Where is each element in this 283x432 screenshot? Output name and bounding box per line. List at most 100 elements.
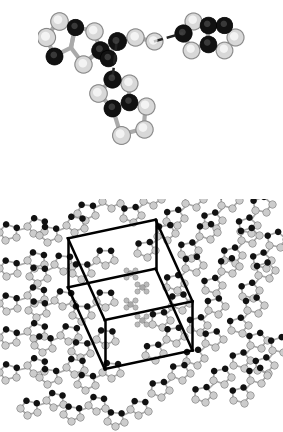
Point bbox=[31, 264, 36, 271]
Point bbox=[136, 412, 141, 419]
Point bbox=[94, 256, 98, 263]
Point bbox=[144, 320, 148, 327]
Point bbox=[136, 240, 141, 247]
Point bbox=[165, 209, 170, 216]
Point bbox=[56, 252, 61, 259]
Point bbox=[229, 373, 233, 380]
Point bbox=[174, 339, 178, 346]
Point bbox=[202, 277, 207, 284]
Point bbox=[60, 303, 65, 310]
Point bbox=[43, 223, 47, 230]
Point bbox=[118, 370, 123, 377]
Point bbox=[255, 221, 259, 228]
Point bbox=[149, 389, 153, 396]
Point bbox=[0, 368, 1, 375]
Point bbox=[205, 321, 210, 328]
Point bbox=[4, 326, 8, 333]
Point bbox=[69, 356, 74, 362]
Point bbox=[219, 202, 224, 209]
Point bbox=[79, 318, 83, 324]
Point bbox=[39, 348, 44, 355]
Point bbox=[97, 289, 102, 296]
Point bbox=[233, 34, 237, 41]
Point bbox=[104, 360, 109, 367]
Point bbox=[265, 232, 270, 239]
Point bbox=[42, 265, 47, 272]
Point bbox=[31, 335, 35, 342]
Point bbox=[25, 412, 29, 419]
Point bbox=[52, 261, 56, 268]
Point bbox=[79, 201, 84, 208]
Point bbox=[251, 295, 256, 302]
Point bbox=[159, 394, 163, 400]
Point bbox=[82, 367, 86, 374]
Point bbox=[42, 323, 47, 330]
Point bbox=[74, 261, 78, 268]
Point bbox=[76, 334, 80, 341]
Point bbox=[69, 347, 74, 354]
Point bbox=[202, 354, 206, 361]
Point bbox=[119, 410, 124, 417]
Point bbox=[97, 45, 102, 52]
Point bbox=[182, 333, 186, 340]
Point bbox=[263, 264, 268, 271]
Point bbox=[24, 292, 29, 299]
Point bbox=[239, 329, 244, 336]
Point bbox=[37, 333, 42, 340]
Point bbox=[32, 320, 37, 327]
Point bbox=[85, 340, 89, 347]
Point bbox=[120, 214, 125, 221]
Point bbox=[3, 341, 7, 348]
Point bbox=[213, 274, 218, 281]
Point bbox=[230, 190, 234, 197]
Point bbox=[223, 365, 228, 372]
Point bbox=[143, 101, 147, 108]
Point bbox=[192, 395, 197, 402]
Point bbox=[267, 274, 271, 281]
Point bbox=[205, 40, 210, 47]
Point bbox=[88, 312, 93, 319]
Point bbox=[108, 204, 113, 211]
Point bbox=[31, 230, 35, 237]
Point bbox=[48, 335, 53, 342]
Point bbox=[264, 209, 268, 216]
Point bbox=[32, 341, 36, 348]
Point bbox=[261, 249, 266, 256]
Point bbox=[25, 222, 29, 229]
Point bbox=[143, 102, 148, 109]
Point bbox=[14, 329, 19, 336]
Point bbox=[210, 392, 215, 399]
Point bbox=[118, 200, 123, 206]
Point bbox=[144, 288, 148, 295]
Point bbox=[213, 224, 218, 231]
Point bbox=[118, 130, 123, 137]
Point bbox=[179, 306, 184, 313]
Point bbox=[198, 223, 202, 230]
Point bbox=[14, 234, 18, 241]
Point bbox=[44, 397, 48, 404]
Point bbox=[269, 200, 274, 207]
Point bbox=[228, 318, 232, 324]
Point bbox=[247, 333, 252, 340]
Point bbox=[54, 225, 59, 232]
Point bbox=[42, 333, 46, 340]
Point bbox=[216, 310, 220, 317]
Point bbox=[207, 236, 212, 243]
Point bbox=[237, 218, 241, 225]
Point bbox=[71, 229, 76, 235]
Point bbox=[75, 210, 79, 217]
Point bbox=[191, 17, 196, 24]
Point bbox=[130, 219, 135, 226]
Point bbox=[25, 327, 29, 334]
Point bbox=[109, 289, 113, 296]
Point bbox=[154, 187, 158, 194]
Point bbox=[193, 386, 198, 393]
Point bbox=[104, 417, 109, 424]
Point bbox=[106, 54, 111, 61]
Point bbox=[132, 304, 137, 311]
Point bbox=[77, 405, 82, 412]
Point bbox=[182, 280, 186, 286]
Point bbox=[258, 330, 262, 337]
Point bbox=[228, 327, 233, 334]
Point bbox=[190, 16, 195, 23]
